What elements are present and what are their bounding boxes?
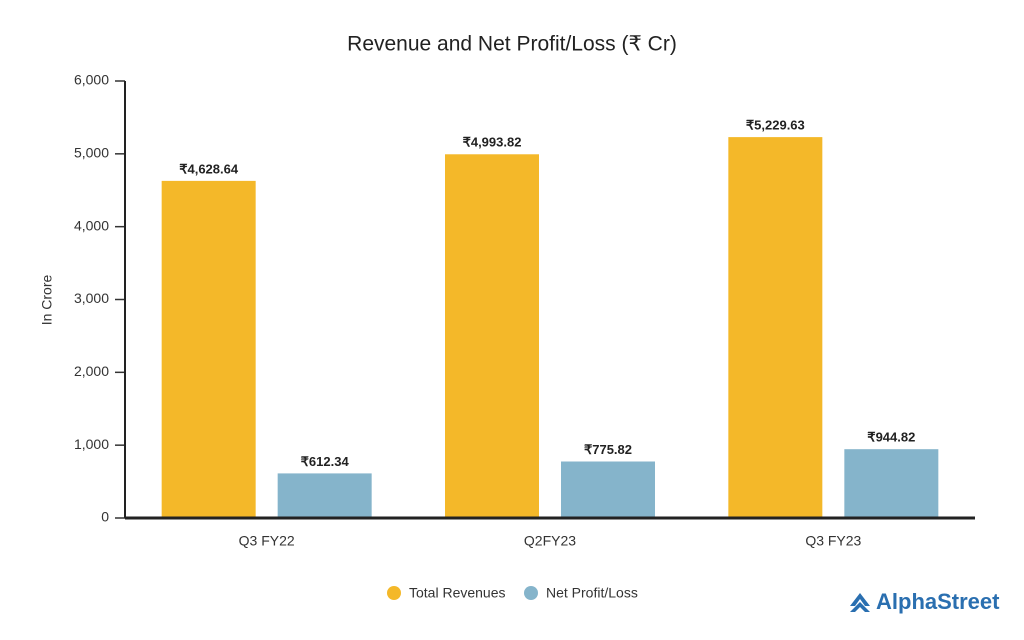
- bar: [161, 180, 256, 518]
- y-tick-label: 1,000: [74, 436, 109, 452]
- x-tick-label: Q2FY23: [524, 533, 576, 549]
- x-tick-label: Q3 FY22: [239, 533, 295, 549]
- bar: [728, 137, 823, 518]
- value-label: ₹4,993.82: [463, 135, 522, 150]
- y-tick-label: 6,000: [74, 72, 109, 88]
- legend-label: Net Profit/Loss: [546, 585, 638, 601]
- legend-swatch: [524, 586, 538, 600]
- brand-text: AlphaStreet: [876, 589, 1000, 614]
- legend-swatch: [387, 586, 401, 600]
- legend-label: Total Revenues: [409, 585, 506, 601]
- y-tick-label: 4,000: [74, 217, 109, 233]
- value-label: ₹944.82: [867, 430, 915, 445]
- bar: [561, 461, 655, 518]
- x-tick-label: Q3 FY23: [805, 533, 861, 549]
- y-tick-label: 0: [101, 509, 109, 525]
- value-label: ₹5,229.63: [746, 118, 805, 133]
- brand-logo: AlphaStreet: [850, 589, 1000, 614]
- value-label: ₹612.34: [301, 454, 350, 469]
- bar: [445, 154, 539, 518]
- bar: [844, 449, 939, 518]
- value-label: ₹775.82: [584, 442, 632, 457]
- y-tick-label: 3,000: [74, 290, 109, 306]
- logo-icon: [850, 593, 870, 612]
- y-tick-label: 5,000: [74, 145, 109, 161]
- value-label: ₹4,628.64: [179, 161, 239, 176]
- bar: [277, 473, 372, 518]
- y-axis-label: In Crore: [39, 275, 55, 326]
- y-tick-label: 2,000: [74, 363, 109, 379]
- chart-title: Revenue and Net Profit/Loss (₹ Cr): [347, 33, 677, 56]
